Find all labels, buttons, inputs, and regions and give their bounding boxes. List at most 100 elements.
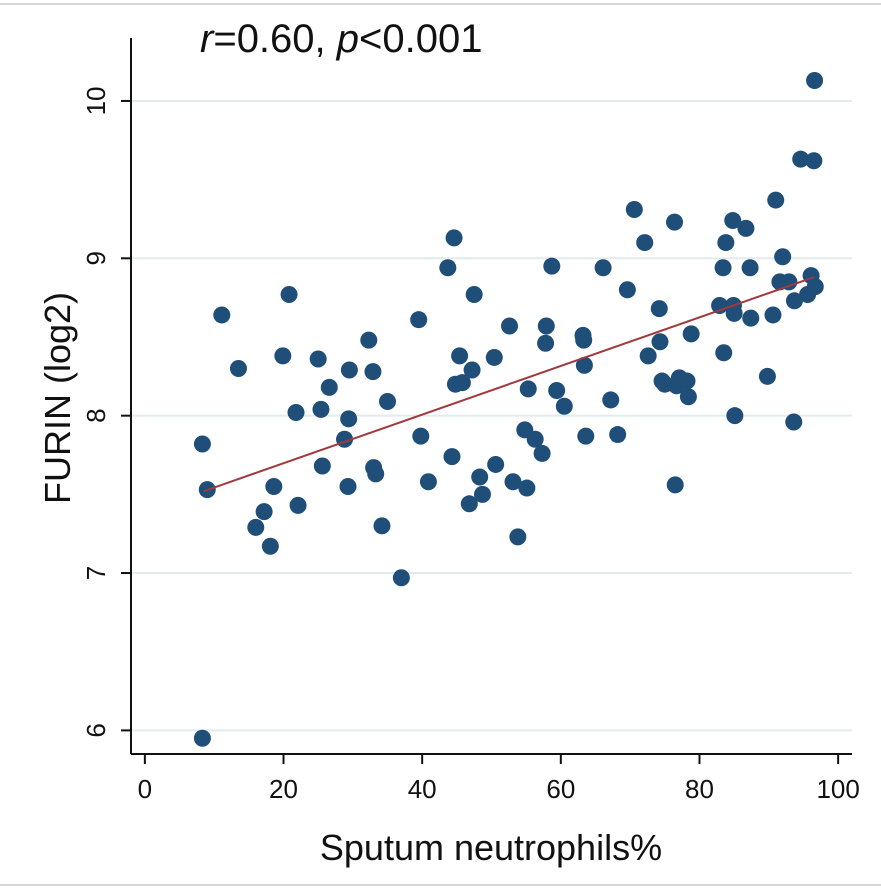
data-point: [287, 404, 305, 422]
data-point: [594, 259, 612, 277]
data-point: [737, 219, 755, 237]
y-tick-label: 9: [81, 251, 111, 265]
data-point: [575, 356, 593, 374]
data-point: [367, 465, 385, 483]
data-point: [548, 381, 566, 399]
y-tick-label: 8: [81, 408, 111, 422]
data-point: [340, 410, 358, 428]
data-point: [543, 257, 561, 275]
data-point: [313, 457, 331, 475]
data-point: [340, 361, 358, 379]
data-point: [602, 391, 620, 409]
data-point: [412, 427, 430, 445]
correlation-annotation: r=0.60, p<0.001: [200, 17, 482, 61]
data-point: [504, 473, 522, 491]
data-point: [443, 448, 461, 466]
data-point: [247, 518, 265, 536]
y-axis-title: FURIN (log2): [37, 292, 78, 504]
data-point: [639, 347, 657, 365]
data-point: [780, 273, 798, 291]
data-point: [651, 333, 669, 351]
data-point: [485, 348, 503, 366]
data-point: [289, 496, 307, 514]
data-point: [714, 259, 732, 277]
data-point: [463, 361, 481, 379]
data-point: [229, 359, 247, 377]
x-tick-label: 0: [138, 774, 152, 804]
data-point: [555, 397, 573, 415]
data-point: [806, 71, 824, 89]
data-points: [193, 71, 824, 747]
data-point: [806, 278, 824, 296]
data-point: [725, 304, 743, 322]
data-point: [487, 455, 505, 473]
data-point: [805, 152, 823, 170]
data-point: [666, 476, 684, 494]
fit-line: [203, 276, 815, 493]
x-axis-ticks: 0 20 40 60 80 100: [138, 754, 860, 804]
data-point: [255, 503, 273, 521]
data-point: [526, 430, 544, 448]
y-tick-label: 10: [81, 86, 111, 115]
y-tick-label: 7: [81, 566, 111, 580]
data-point: [764, 306, 782, 324]
data-point: [774, 248, 792, 266]
data-point: [453, 374, 471, 392]
data-point: [471, 468, 489, 486]
data-point: [509, 528, 527, 546]
data-point: [274, 347, 292, 365]
data-point: [724, 212, 742, 230]
data-point: [445, 229, 463, 247]
x-tick-label: 60: [546, 774, 575, 804]
data-point: [742, 309, 760, 327]
data-point: [193, 435, 211, 453]
data-point: [451, 347, 469, 365]
data-point: [265, 477, 283, 495]
x-tick-label: 20: [269, 774, 298, 804]
data-point: [373, 517, 391, 535]
data-point: [792, 150, 810, 168]
data-point: [650, 300, 668, 318]
data-point: [636, 234, 654, 252]
data-point: [213, 306, 231, 324]
data-point: [320, 378, 338, 396]
data-point: [309, 350, 327, 368]
x-tick-label: 100: [816, 774, 859, 804]
x-tick-label: 80: [685, 774, 714, 804]
x-axis-title: Sputum neutrophils%: [320, 827, 662, 868]
gridlines: [131, 99, 852, 732]
data-point: [473, 485, 491, 503]
data-point: [575, 331, 593, 349]
data-point: [261, 537, 279, 555]
data-point: [312, 400, 330, 418]
data-point: [537, 317, 555, 335]
data-point: [666, 213, 684, 231]
data-point: [609, 426, 627, 444]
data-point: [537, 334, 555, 352]
data-point: [379, 393, 397, 411]
data-point: [193, 729, 211, 747]
data-point: [785, 292, 803, 310]
data-point: [465, 286, 483, 304]
data-point: [501, 317, 519, 335]
data-point: [679, 388, 697, 406]
data-point: [577, 427, 595, 445]
data-point: [519, 380, 537, 398]
data-point: [339, 477, 357, 495]
p-value: <0.001: [359, 17, 482, 61]
data-point: [785, 413, 803, 431]
data-point: [410, 311, 428, 329]
data-point: [717, 234, 735, 252]
data-point: [726, 407, 744, 425]
data-point: [715, 344, 733, 362]
data-point: [767, 191, 785, 209]
data-point: [518, 479, 536, 497]
y-tick-label: 6: [81, 723, 111, 737]
data-point: [741, 259, 759, 277]
data-point: [618, 281, 636, 299]
x-tick-label: 40: [408, 774, 437, 804]
y-axis-ticks: 6 7 8 9 10: [81, 86, 131, 738]
data-point: [460, 495, 478, 513]
data-point: [419, 473, 437, 491]
